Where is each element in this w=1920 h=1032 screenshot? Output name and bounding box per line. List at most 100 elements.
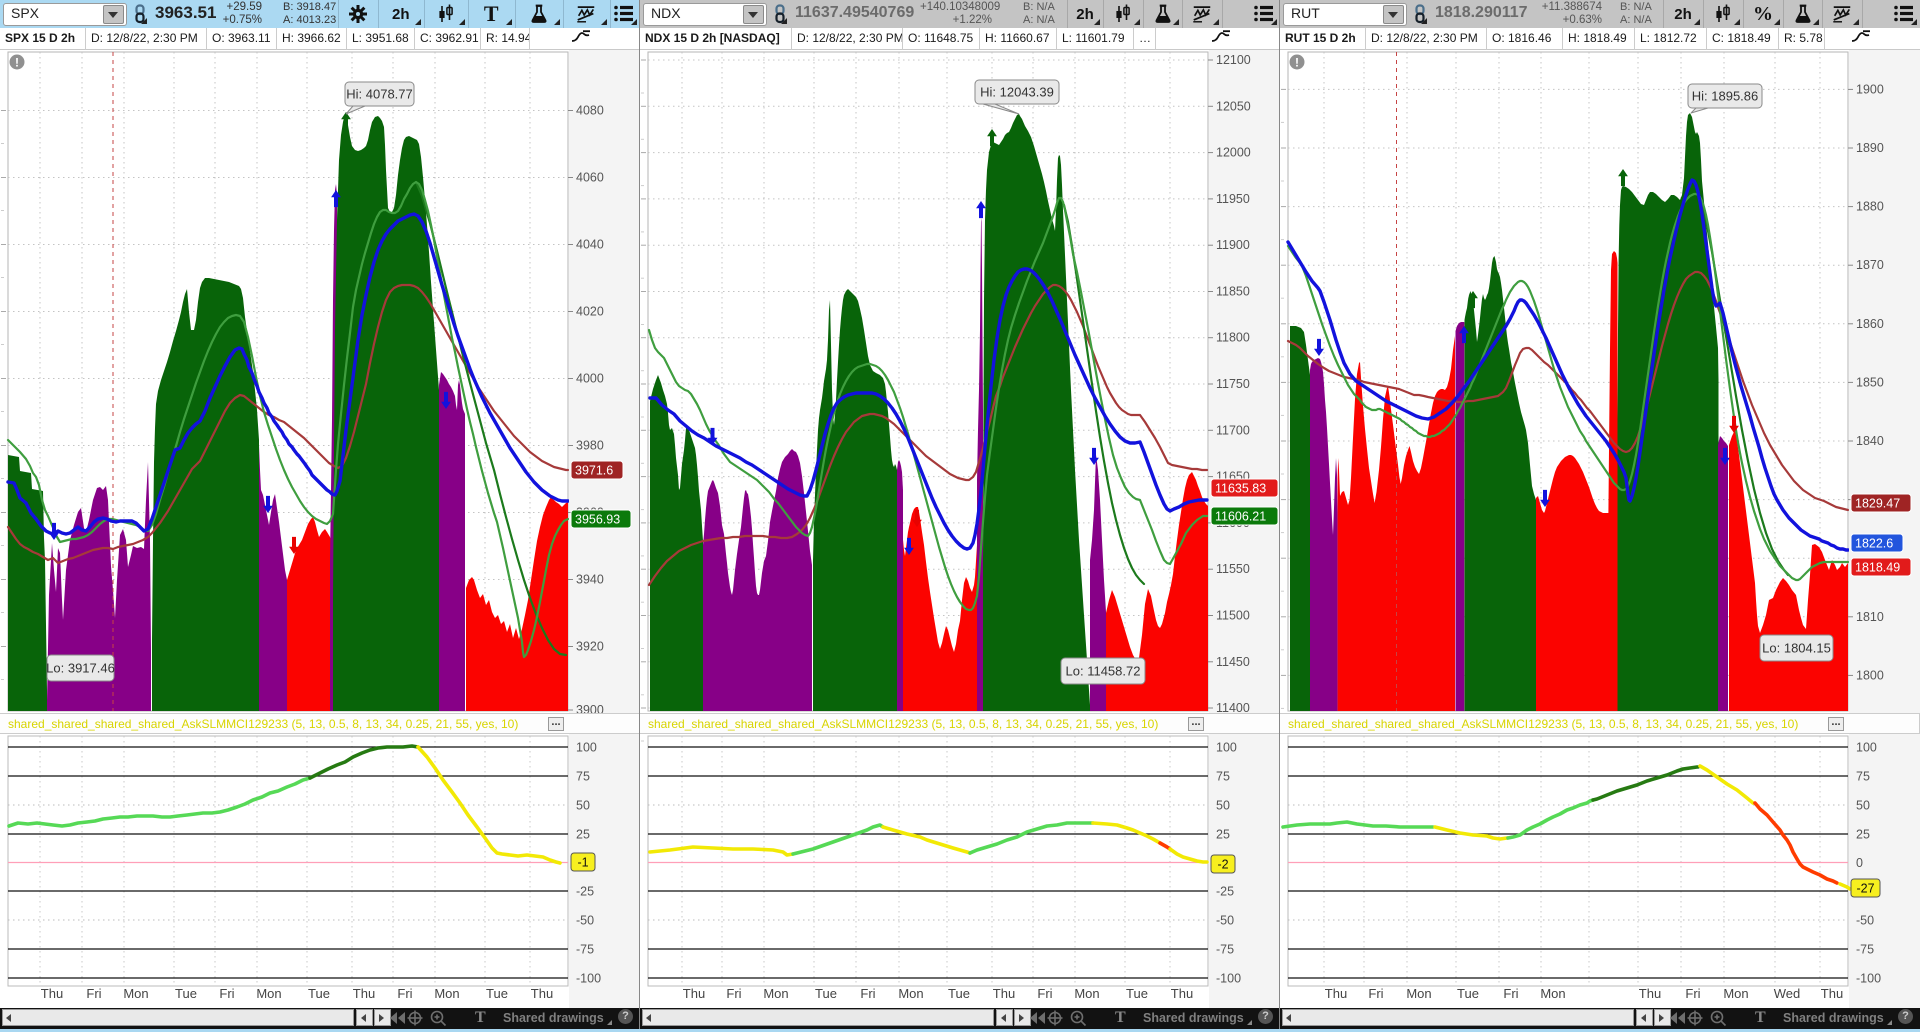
svg-text:Fri: Fri [860, 986, 875, 1001]
svg-text:Tue: Tue [486, 986, 508, 1001]
svg-text:3971.6: 3971.6 [575, 464, 613, 478]
svg-text:Fri: Fri [1368, 986, 1383, 1001]
svg-text:11700: 11700 [1216, 423, 1250, 437]
svg-text:11800: 11800 [1216, 331, 1250, 345]
svg-text:Mon: Mon [256, 986, 281, 1001]
svg-text:Hi: 12043.39: Hi: 12043.39 [980, 85, 1054, 100]
svg-text:11550: 11550 [1216, 562, 1250, 576]
svg-text:100: 100 [1216, 741, 1237, 755]
svg-text:12100: 12100 [1216, 53, 1251, 67]
svg-text:Fri: Fri [1685, 986, 1700, 1001]
svg-text:!: ! [15, 56, 19, 70]
svg-text:-100: -100 [1856, 972, 1881, 986]
svg-text:Mon: Mon [1540, 986, 1565, 1001]
svg-text:Fri: Fri [1037, 986, 1052, 1001]
svg-text:Mon: Mon [1074, 986, 1099, 1001]
svg-text:1810: 1810 [1856, 610, 1884, 624]
svg-text:-27: -27 [1856, 882, 1874, 896]
svg-text:11400: 11400 [1216, 701, 1250, 715]
svg-text:0: 0 [1856, 856, 1863, 870]
svg-text:1850: 1850 [1856, 375, 1884, 389]
svg-text:Mon: Mon [1406, 986, 1431, 1001]
svg-text:4060: 4060 [576, 171, 604, 185]
svg-text:100: 100 [576, 741, 597, 755]
svg-text:25: 25 [1856, 828, 1870, 842]
svg-text:25: 25 [1216, 828, 1230, 842]
svg-text:-100: -100 [1216, 972, 1241, 986]
svg-text:-25: -25 [576, 885, 594, 899]
svg-text:Mon: Mon [763, 986, 788, 1001]
svg-text:-1: -1 [577, 856, 588, 870]
svg-text:Wed: Wed [1774, 986, 1801, 1001]
svg-text:1800: 1800 [1856, 668, 1884, 682]
svg-text:Thu: Thu [1171, 986, 1193, 1001]
svg-text:Lo: 3917.46: Lo: 3917.46 [46, 661, 115, 676]
svg-text:Fri: Fri [1503, 986, 1518, 1001]
svg-text:-2: -2 [1217, 858, 1228, 872]
svg-text:Tue: Tue [175, 986, 197, 1001]
svg-text:25: 25 [576, 828, 590, 842]
svg-text:Tue: Tue [1126, 986, 1148, 1001]
svg-text:Mon: Mon [123, 986, 148, 1001]
svg-text:1822.6: 1822.6 [1855, 537, 1893, 551]
svg-text:100: 100 [1856, 741, 1877, 755]
svg-text:-50: -50 [1216, 914, 1234, 928]
svg-text:Mon: Mon [1723, 986, 1748, 1001]
svg-text:11635.83: 11635.83 [1215, 482, 1266, 496]
svg-text:Thu: Thu [1821, 986, 1843, 1001]
svg-text:Thu: Thu [1639, 986, 1661, 1001]
svg-text:1890: 1890 [1856, 141, 1884, 155]
svg-text:-75: -75 [1216, 943, 1234, 957]
svg-text:11500: 11500 [1216, 609, 1250, 623]
svg-text:1880: 1880 [1856, 200, 1884, 214]
svg-text:3956.93: 3956.93 [575, 513, 620, 527]
svg-text:50: 50 [1216, 799, 1230, 813]
svg-text:Thu: Thu [353, 986, 375, 1001]
svg-text:Thu: Thu [41, 986, 63, 1001]
svg-text:11750: 11750 [1216, 377, 1250, 391]
svg-text:4020: 4020 [576, 305, 604, 319]
svg-text:-100: -100 [576, 972, 601, 986]
svg-text:11900: 11900 [1216, 238, 1250, 252]
svg-text:4000: 4000 [576, 372, 604, 386]
svg-text:Hi: 1895.86: Hi: 1895.86 [1692, 89, 1759, 104]
svg-text:-25: -25 [1216, 885, 1234, 899]
svg-text:11950: 11950 [1216, 192, 1250, 206]
svg-text:11606.21: 11606.21 [1215, 510, 1266, 524]
svg-text:1870: 1870 [1856, 258, 1884, 272]
svg-text:Fri: Fri [397, 986, 412, 1001]
svg-text:4080: 4080 [576, 104, 604, 118]
svg-text:-75: -75 [1856, 943, 1874, 957]
svg-text:Thu: Thu [683, 986, 705, 1001]
svg-text:!: ! [1295, 56, 1299, 70]
svg-text:Fri: Fri [726, 986, 741, 1001]
svg-text:1818.49: 1818.49 [1855, 561, 1900, 575]
svg-text:11850: 11850 [1216, 285, 1250, 299]
svg-text:Thu: Thu [993, 986, 1015, 1001]
svg-text:4040: 4040 [576, 238, 604, 252]
svg-text:3940: 3940 [576, 573, 604, 587]
svg-text:Tue: Tue [948, 986, 970, 1001]
svg-text:3920: 3920 [576, 640, 604, 654]
svg-text:1900: 1900 [1856, 82, 1884, 96]
svg-text:1860: 1860 [1856, 317, 1884, 331]
svg-text:Tue: Tue [1457, 986, 1479, 1001]
svg-text:75: 75 [1216, 770, 1230, 784]
svg-text:-75: -75 [576, 943, 594, 957]
svg-text:Mon: Mon [434, 986, 459, 1001]
svg-text:Lo: 1804.15: Lo: 1804.15 [1762, 641, 1831, 656]
svg-text:Thu: Thu [531, 986, 553, 1001]
svg-text:-50: -50 [576, 914, 594, 928]
svg-text:1829.47: 1829.47 [1855, 497, 1900, 511]
svg-text:Tue: Tue [815, 986, 837, 1001]
svg-text:Mon: Mon [898, 986, 923, 1001]
svg-text:Fri: Fri [86, 986, 101, 1001]
svg-text:50: 50 [1856, 799, 1870, 813]
svg-text:11450: 11450 [1216, 655, 1250, 669]
svg-text:Tue: Tue [308, 986, 330, 1001]
svg-text:1840: 1840 [1856, 434, 1884, 448]
svg-text:12050: 12050 [1216, 99, 1251, 113]
svg-text:75: 75 [1856, 770, 1870, 784]
svg-text:3980: 3980 [576, 439, 604, 453]
svg-text:Hi: 4078.77: Hi: 4078.77 [346, 87, 413, 102]
